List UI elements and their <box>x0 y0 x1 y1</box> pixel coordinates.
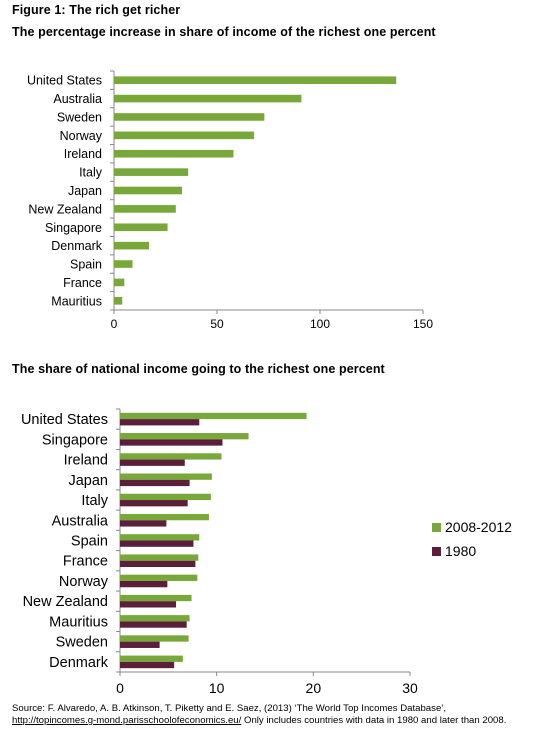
chart1-x-tick-label: 0 <box>111 317 118 331</box>
chart1-category-label: United States <box>27 74 102 88</box>
chart1-category-label: Ireland <box>64 147 102 161</box>
chart1-bar-france <box>114 278 125 287</box>
chart1-svg: 0 50 100 150 United States Australia Sweden Nor… <box>27 70 433 331</box>
source-footnote: Only includes countries with data in 198… <box>241 715 507 726</box>
source-note: Source: F. Alvaredo, A. B. Atkinson, T. … <box>12 703 537 727</box>
chart2-bar-australia-2008-2012 <box>120 513 209 521</box>
chart2-x-tick-label: 30 <box>402 680 418 696</box>
chart1-bar-singapore <box>114 223 168 232</box>
chart1-category-label: France <box>63 276 102 290</box>
source-text: Source: F. Alvaredo, A. B. Atkinson, T. … <box>12 703 447 714</box>
chart2-bar-ireland-2008-2012 <box>120 453 222 460</box>
chart2-category-label: Singapore <box>42 432 108 448</box>
chart2-category-label: New Zealand <box>23 594 108 610</box>
chart1-x-tick-label: 50 <box>210 317 224 331</box>
chart1-category-label: Singapore <box>45 221 102 235</box>
chart2-bar-japan-2008-2012 <box>120 473 212 480</box>
chart2-bar-norway-1980 <box>120 580 168 588</box>
chart2-bar-australia-1980 <box>120 520 167 527</box>
chart1-category-label: Mauritius <box>51 294 102 308</box>
chart1-bar-new-zealand <box>114 205 176 213</box>
chart2-category-label: Sweden <box>56 635 108 651</box>
chart2-category-label: Mauritius <box>49 614 108 630</box>
chart2-bar-ireland-1980 <box>120 459 185 466</box>
chart2-title: The share of national income going to th… <box>12 362 385 376</box>
chart2-bar-sweden-2008-2012 <box>120 635 189 642</box>
chart2-bar-new-zealand-2008-2012 <box>120 594 192 602</box>
chart2-x-tick-label: 10 <box>209 680 225 696</box>
chart1-x-tick-label: 100 <box>310 317 330 331</box>
chart1-title: The percentage increase in share of inco… <box>12 25 436 39</box>
chart1-bar-sweden <box>114 113 265 121</box>
chart1-bar-australia <box>114 94 302 103</box>
chart2-bar-japan-1980 <box>120 479 190 487</box>
chart1-bar-denmark <box>114 241 150 250</box>
chart2-bar-italy-2008-2012 <box>120 493 211 501</box>
chart1-x-tick-label: 150 <box>413 317 433 331</box>
chart1-bar-italy <box>114 168 189 176</box>
chart2-category-label: Norway <box>59 574 109 590</box>
chart2-bar-france-2008-2012 <box>120 554 199 561</box>
chart2-bar-denmark-2008-2012 <box>120 655 183 662</box>
chart2-category-label: France <box>63 554 108 570</box>
chart2-bar-spain-1980 <box>120 540 194 547</box>
chart2-bar-denmark-1980 <box>120 661 175 669</box>
chart2-bar-singapore-2008-2012 <box>120 433 249 440</box>
chart2-bar-united-states-2008-2012 <box>120 412 307 420</box>
chart1-category-label: Italy <box>79 166 103 180</box>
chart1-bar-spain <box>114 260 133 268</box>
chart2-bar-new-zealand-1980 <box>120 601 177 608</box>
chart1-bar-ireland <box>114 149 234 158</box>
chart2-category-label: Italy <box>81 493 108 509</box>
chart2-category-label: Ireland <box>64 453 108 469</box>
chart1-bar-mauritius <box>114 297 123 305</box>
figure-title: Figure 1: The rich get richer <box>12 3 181 17</box>
chart2-bar-mauritius-2008-2012 <box>120 615 190 622</box>
chart2-legend-swatch-2008-2012 <box>432 523 441 532</box>
chart1-category-label: Spain <box>70 258 102 272</box>
chart1-bar-japan <box>114 186 182 195</box>
chart2-x-tick-label: 0 <box>116 680 124 696</box>
chart2-bar-sweden-1980 <box>120 641 160 648</box>
chart2-bar-singapore-1980 <box>120 439 223 446</box>
chart2-x-tick-label: 20 <box>306 680 322 696</box>
chart1-category-label: Sweden <box>57 110 102 124</box>
chart2-legend-label: 1980 <box>445 543 476 559</box>
chart2-bar-italy-1980 <box>120 500 188 507</box>
chart2-legend-swatch-1980 <box>432 547 441 556</box>
chart1-bar-norway <box>114 131 255 140</box>
chart2-category-label: Australia <box>52 513 109 529</box>
chart1-category-label: Australia <box>53 92 102 106</box>
chart1-bar-united-states <box>114 76 397 84</box>
chart2-bar-united-states-1980 <box>120 419 200 426</box>
chart1-category-label: Japan <box>68 184 102 198</box>
chart2-bar-mauritius-1980 <box>120 621 187 628</box>
chart1-category-label: Denmark <box>51 239 102 253</box>
chart1-category-label: New Zealand <box>28 202 102 216</box>
chart2-bar-spain-2008-2012 <box>120 534 200 541</box>
chart2-category-label: Japan <box>68 473 108 489</box>
chart2-bar-france-1980 <box>120 560 196 568</box>
chart1-category-label: Norway <box>60 129 103 143</box>
source-link[interactable]: http://topincomes.g-mond.parisschoolofec… <box>12 715 242 726</box>
chart2-bar-norway-2008-2012 <box>120 574 198 581</box>
chart2-category-label: United States <box>21 412 108 428</box>
chart2-category-label: Spain <box>71 534 108 550</box>
chart2-legend-label: 2008-2012 <box>445 519 512 535</box>
chart2-category-label: Denmark <box>49 655 109 671</box>
